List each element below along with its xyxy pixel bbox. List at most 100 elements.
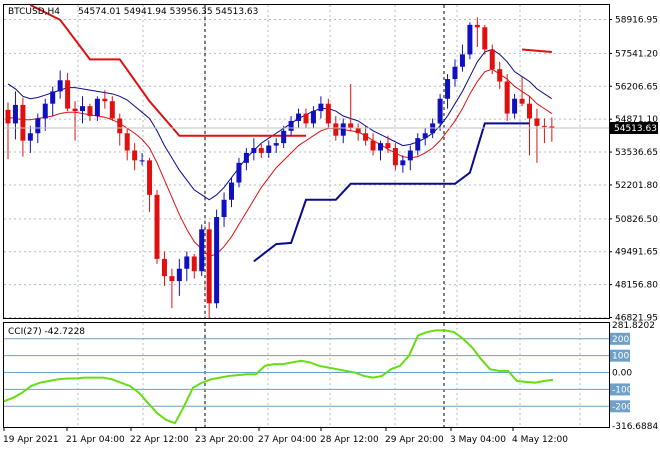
candle-bear [333,123,339,136]
stop-line-blue [253,122,530,263]
candle-bear [519,98,525,104]
candle-bull [27,133,33,141]
price-axis-label: 56206.65 [615,82,658,92]
candle-bear [102,98,108,102]
cci-axis-label: -316.6884 [612,422,658,432]
candle-bear [161,258,167,277]
candle-bull [467,24,473,55]
price-axis-label: 48156.80 [615,281,658,291]
candle-bull [273,143,279,146]
time-axis-label: 23 Apr 20:00 [195,435,254,445]
candle-bear [5,109,11,124]
stop-line-red [29,4,306,137]
upper-band-line [7,48,553,201]
chart-ohlc: 54574.01 54941.94 53956.35 54513.63 [78,7,258,17]
price-axis-label: 50826.50 [615,215,658,225]
candle-bull [266,145,272,153]
candle-bull [176,268,182,282]
candle-bear [132,150,138,161]
candle-bull [310,111,316,124]
cci-panel [3,329,609,425]
time-axis-label: 28 Apr 12:00 [320,435,379,445]
candle-bull [281,130,287,144]
candle-bear [169,276,175,282]
time-axis-label: 29 Apr 20:00 [385,435,444,445]
candle-bull [214,217,220,304]
candle-bull [229,182,234,200]
candle-bull [296,113,302,121]
price-axis-label: 54871.10 [615,115,658,125]
chart-symbol: BTCUSD,H4 [8,7,60,17]
candle-bear [87,106,93,117]
cci-title: CCI(27) -42.7228 [8,327,85,337]
candle-bull [57,80,63,92]
cci-level-box [610,383,630,396]
lower-band-line [7,68,553,258]
candle-bull [236,162,242,183]
candle-bear [147,160,153,195]
candle-bear [489,49,495,70]
price-axis-label: 57541.20 [615,49,658,59]
candle-bear [65,80,71,109]
time-axis-label: 27 Apr 04:00 [258,435,317,445]
candle-bull [139,160,145,162]
candle-bear [303,113,309,124]
price-axis-label: 49491.65 [615,248,658,258]
time-axis-label: 21 Apr 04:00 [66,435,125,445]
cci-axis-label: -200 [612,402,633,412]
cci-axis-label: -100 [612,385,633,395]
cci-level-box [610,332,630,345]
candle-bull [415,138,421,151]
current-price-box [610,121,658,134]
candle-bear [534,118,540,126]
candle-bull [318,103,324,112]
candle-bear [541,125,547,127]
cci-level-box [610,400,630,413]
candle-bull [437,98,443,124]
cci-line [3,329,554,425]
cci-axis-label: 281.8202 [612,321,655,331]
current-price-label: 54513.63 [614,124,657,134]
candle-bear [124,133,130,151]
candle-bear [482,27,488,50]
candle-bear [474,24,480,28]
candle-bull [288,120,294,131]
candle-bear [355,128,361,134]
main-panel-frame [3,4,610,319]
candle-bull [199,229,205,272]
price-panel [4,4,609,319]
candle-bull [400,160,406,166]
axes: 58916.95 57541.20 56206.65 54871.10 53536.65… [3,16,658,446]
cci-level-box [610,349,630,362]
candle-bear [20,104,26,141]
candle-bull [407,150,413,161]
candle-bear [191,256,197,272]
candle-bull [340,123,346,136]
candle-bull [42,103,48,119]
candle-bear [497,69,503,82]
candle-bull [378,143,383,151]
price-axis-label: 53536.65 [615,148,658,158]
time-axis-label: 22 Apr 12:00 [130,435,189,445]
candle-bull [221,199,227,218]
candle-bear [363,133,369,141]
candle-bear [392,148,398,166]
candle-bear [258,148,264,153]
time-axis-label: 4 May 12:00 [512,435,568,445]
candle-bull [35,118,41,134]
indicator-panel-frame [3,322,610,428]
candle-bull [452,66,458,80]
time-axis-label: 3 May 04:00 [450,435,506,445]
candle-bear [504,81,510,114]
candle-bear [154,194,160,259]
candle-bear [385,143,391,149]
candle-bear [109,101,115,119]
candle-bull [50,91,56,104]
candle-bear [325,103,331,124]
candle-bull [80,106,85,112]
candle-bear [72,108,78,112]
price-axis-label: 58916.95 [615,16,658,26]
candle-bear [549,126,555,128]
cci-axis-label: 100 [612,352,629,362]
